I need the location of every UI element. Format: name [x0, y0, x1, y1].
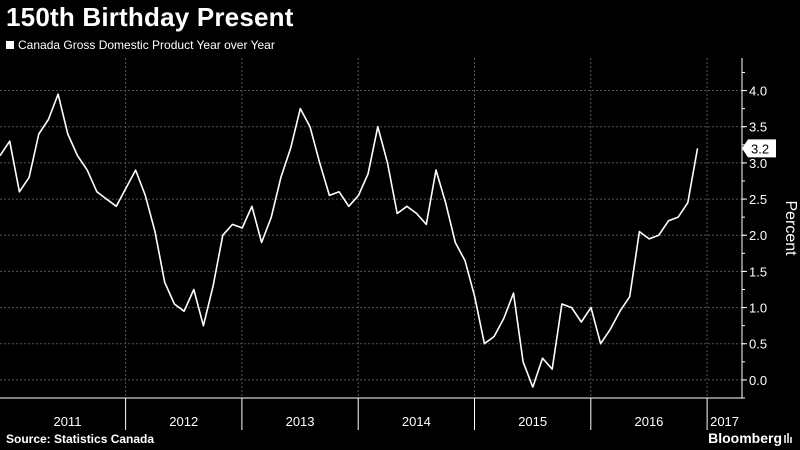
series-group [0, 93, 699, 388]
x-tick-label: 2016 [634, 414, 663, 429]
x-tick-label: 2012 [169, 414, 198, 429]
x-axis: 2011 2012 2013 2014 2015 2016 2017 [0, 397, 742, 430]
y-tick-label: 4.0 [749, 84, 767, 99]
y-axis-label: Percent [782, 200, 799, 256]
last-value-badge [742, 139, 776, 158]
legend-label: Canada Gross Domestic Product Year over … [18, 38, 275, 52]
chart-title: 150th Birthday Present [6, 2, 294, 32]
x-tick-label: 2017 [710, 414, 739, 429]
x-tick-label: 2014 [402, 414, 431, 429]
x-tick-label: 2011 [53, 414, 81, 429]
legend-swatch [6, 41, 14, 49]
y-tick-label: 3.5 [749, 120, 767, 135]
y-tick-label: 3.0 [749, 156, 767, 171]
y-tick-label: 0.0 [749, 373, 767, 388]
legend: Canada Gross Domestic Product Year over … [6, 38, 275, 52]
y-axis: 4.0 3.5 3.0 2.5 2.0 1.5 1.0 0.5 0.0 [741, 58, 767, 399]
last-value-group: 3.2 [742, 139, 776, 158]
source-note: Source: Statistics Canada [6, 432, 155, 446]
x-tick-label: 2015 [518, 414, 547, 429]
bloomberg-mark-icon [784, 433, 792, 443]
y-tick-label: 1.0 [749, 301, 767, 316]
y-tick-label: 1.5 [749, 264, 767, 279]
y-tick-label: 2.0 [749, 228, 767, 243]
bloomberg-logo: Bloomberg [708, 430, 794, 446]
y-tick-label: 2.5 [749, 192, 767, 207]
grid-lines [0, 58, 742, 398]
gdp-series-line [0, 93, 699, 388]
last-value-label: 3.2 [751, 141, 769, 156]
x-tick-label: 2013 [286, 414, 315, 429]
brand-text: Bloomberg [708, 430, 782, 446]
y-tick-label: 0.5 [749, 337, 767, 352]
